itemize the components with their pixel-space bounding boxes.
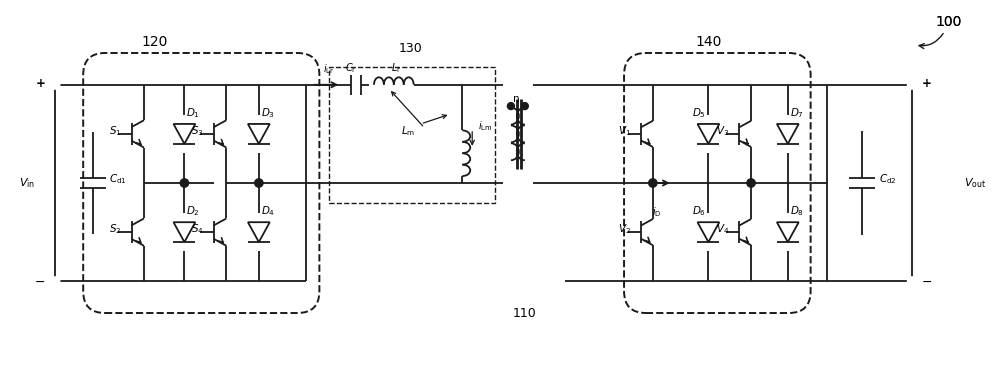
Text: $S_{2}$: $S_{2}$	[109, 222, 122, 236]
Text: $C_{\mathrm{d2}}$: $C_{\mathrm{d2}}$	[879, 172, 897, 186]
Circle shape	[507, 102, 514, 109]
Text: 120: 120	[141, 35, 168, 49]
Circle shape	[908, 81, 916, 89]
Circle shape	[255, 179, 263, 187]
Circle shape	[51, 277, 60, 285]
Text: $D_{6}$: $D_{6}$	[692, 205, 706, 218]
Text: +: +	[36, 77, 45, 90]
Text: $i_{\mathrm{Lm}}$: $i_{\mathrm{Lm}}$	[478, 119, 493, 133]
Text: 110: 110	[513, 307, 537, 320]
Text: $D_{8}$: $D_{8}$	[790, 205, 804, 218]
Circle shape	[521, 102, 528, 109]
Circle shape	[908, 277, 916, 285]
Text: $i_{\mathrm{Lr}}$: $i_{\mathrm{Lr}}$	[323, 62, 334, 76]
Text: $D_{4}$: $D_{4}$	[261, 205, 275, 218]
Text: $D_{2}$: $D_{2}$	[186, 205, 200, 218]
Text: $D_{1}$: $D_{1}$	[186, 106, 200, 120]
Circle shape	[180, 179, 189, 187]
Text: $C_{\mathrm{r}}$: $C_{\mathrm{r}}$	[345, 61, 357, 75]
Text: −: −	[35, 276, 45, 289]
Text: 130: 130	[399, 42, 423, 55]
Text: 100: 100	[935, 15, 962, 29]
Text: $V_{1}$: $V_{1}$	[618, 124, 631, 138]
Text: $D_{7}$: $D_{7}$	[790, 106, 804, 120]
Text: +: +	[922, 77, 932, 90]
Text: $V_{4}$: $V_{4}$	[716, 222, 730, 236]
Text: $C_{\mathrm{d1}}$: $C_{\mathrm{d1}}$	[109, 172, 127, 186]
Text: $V_{\mathrm{in}}$: $V_{\mathrm{in}}$	[19, 176, 35, 190]
Circle shape	[649, 179, 657, 187]
Text: n: n	[513, 94, 519, 104]
Text: $D_{5}$: $D_{5}$	[692, 106, 706, 120]
Text: $L_{\mathrm{m}}$: $L_{\mathrm{m}}$	[401, 124, 415, 138]
Circle shape	[747, 179, 755, 187]
Text: $S_{3}$: $S_{3}$	[191, 124, 204, 138]
Text: $S_{1}$: $S_{1}$	[109, 124, 122, 138]
Text: $L_{\mathrm{r}}$: $L_{\mathrm{r}}$	[391, 61, 401, 75]
Text: $V_{\mathrm{out}}$: $V_{\mathrm{out}}$	[964, 176, 987, 190]
Text: 140: 140	[695, 35, 722, 49]
Text: $i_{\mathrm{D}}$: $i_{\mathrm{D}}$	[652, 205, 661, 219]
Circle shape	[51, 81, 60, 89]
Text: $S_{4}$: $S_{4}$	[191, 222, 204, 236]
Text: 100: 100	[935, 15, 962, 29]
Text: $V_{2}$: $V_{2}$	[618, 222, 631, 236]
Text: $D_{3}$: $D_{3}$	[261, 106, 275, 120]
Text: $V_{3}$: $V_{3}$	[716, 124, 730, 138]
Text: −: −	[922, 276, 932, 289]
